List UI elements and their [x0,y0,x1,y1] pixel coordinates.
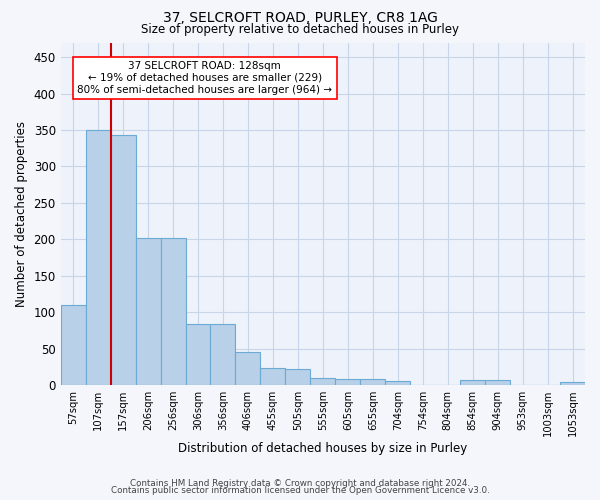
Bar [385,380,410,385]
Y-axis label: Number of detached properties: Number of detached properties [15,121,28,307]
X-axis label: Distribution of detached houses by size in Purley: Distribution of detached houses by size … [178,442,467,455]
Text: Contains HM Land Registry data © Crown copyright and database right 2024.: Contains HM Land Registry data © Crown c… [130,478,470,488]
Text: 37, SELCROFT ROAD, PURLEY, CR8 1AG: 37, SELCROFT ROAD, PURLEY, CR8 1AG [163,11,437,25]
Bar [61,305,86,385]
Bar [136,238,161,385]
Bar [211,324,235,385]
Bar [185,324,211,385]
Bar [286,369,310,385]
Bar [485,380,510,385]
Bar [235,352,260,385]
Text: Size of property relative to detached houses in Purley: Size of property relative to detached ho… [141,22,459,36]
Text: 37 SELCROFT ROAD: 128sqm
← 19% of detached houses are smaller (229)
80% of semi-: 37 SELCROFT ROAD: 128sqm ← 19% of detach… [77,62,332,94]
Bar [335,380,360,385]
Bar [360,380,385,385]
Text: Contains public sector information licensed under the Open Government Licence v3: Contains public sector information licen… [110,486,490,495]
Bar [86,130,110,385]
Bar [560,382,585,385]
Bar [310,378,335,385]
Bar [110,135,136,385]
Bar [460,380,485,385]
Bar [161,238,185,385]
Bar [260,368,286,385]
